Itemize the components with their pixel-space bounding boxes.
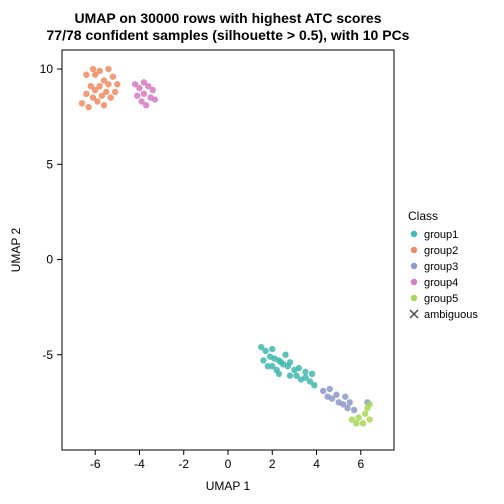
data-point	[94, 98, 100, 104]
data-point	[366, 416, 372, 422]
data-point	[83, 91, 89, 97]
data-point	[333, 392, 339, 398]
legend-label: group5	[424, 293, 458, 305]
x-tick-label: -4	[134, 457, 145, 471]
data-point	[276, 371, 282, 377]
data-point	[134, 93, 140, 99]
legend-swatch	[411, 263, 417, 269]
legend-label: group1	[424, 229, 458, 241]
data-point	[353, 420, 359, 426]
umap-scatter-chart: UMAP on 30000 rows with highest ATC scor…	[0, 0, 504, 504]
legend-title: Class	[408, 209, 438, 223]
data-point	[362, 411, 368, 417]
data-point	[302, 369, 308, 375]
y-tick-label: 10	[40, 62, 54, 76]
x-axis-label: UMAP 1	[206, 479, 251, 493]
legend-swatch	[411, 247, 417, 253]
data-point	[342, 393, 348, 399]
data-point	[309, 371, 315, 377]
x-tick-label: -6	[90, 457, 101, 471]
data-point	[79, 100, 85, 106]
data-point	[355, 414, 361, 420]
data-point	[351, 407, 357, 413]
data-point	[347, 399, 353, 405]
data-point	[262, 348, 268, 354]
data-point	[143, 102, 149, 108]
data-point	[152, 96, 158, 102]
data-point	[282, 352, 288, 358]
data-point	[96, 83, 102, 89]
chart-title-2: 77/78 confident samples (silhouette > 0.…	[47, 27, 410, 43]
data-point	[90, 66, 96, 72]
x-tick-label: 4	[313, 457, 320, 471]
chart-svg: UMAP on 30000 rows with highest ATC scor…	[0, 0, 504, 504]
data-point	[136, 85, 142, 91]
data-point	[260, 357, 266, 363]
y-tick-label: 5	[46, 157, 53, 171]
data-point	[96, 68, 102, 74]
legend-swatch	[411, 295, 417, 301]
y-tick-label: 0	[46, 253, 53, 267]
legend-label: group2	[424, 245, 458, 257]
x-tick-label: -2	[178, 457, 189, 471]
chart-title-1: UMAP on 30000 rows with highest ATC scor…	[74, 10, 381, 26]
data-point	[320, 388, 326, 394]
data-point	[296, 365, 302, 371]
y-axis-label: UMAP 2	[9, 227, 23, 272]
data-point	[114, 81, 120, 87]
data-point	[287, 359, 293, 365]
data-point	[85, 104, 91, 110]
x-tick-label: 0	[225, 457, 232, 471]
data-point	[366, 401, 372, 407]
data-point	[269, 346, 275, 352]
data-point	[150, 87, 156, 93]
data-point	[344, 405, 350, 411]
legend-label: group4	[424, 277, 458, 289]
x-tick-label: 2	[269, 457, 276, 471]
data-point	[107, 94, 113, 100]
legend-label: group3	[424, 261, 458, 273]
y-tick-label: -5	[42, 348, 53, 362]
data-point	[103, 89, 109, 95]
data-point	[112, 89, 118, 95]
legend-label: ambiguous	[424, 309, 478, 321]
data-point	[83, 72, 89, 78]
data-point	[105, 66, 111, 72]
data-point	[101, 102, 107, 108]
data-point	[141, 91, 147, 97]
data-point	[311, 382, 317, 388]
data-point	[110, 73, 116, 79]
legend-swatch	[411, 231, 417, 237]
data-point	[327, 386, 333, 392]
x-tick-label: 6	[357, 457, 364, 471]
data-point	[360, 420, 366, 426]
legend-swatch	[411, 279, 417, 285]
data-point	[105, 81, 111, 87]
data-point	[287, 373, 293, 379]
